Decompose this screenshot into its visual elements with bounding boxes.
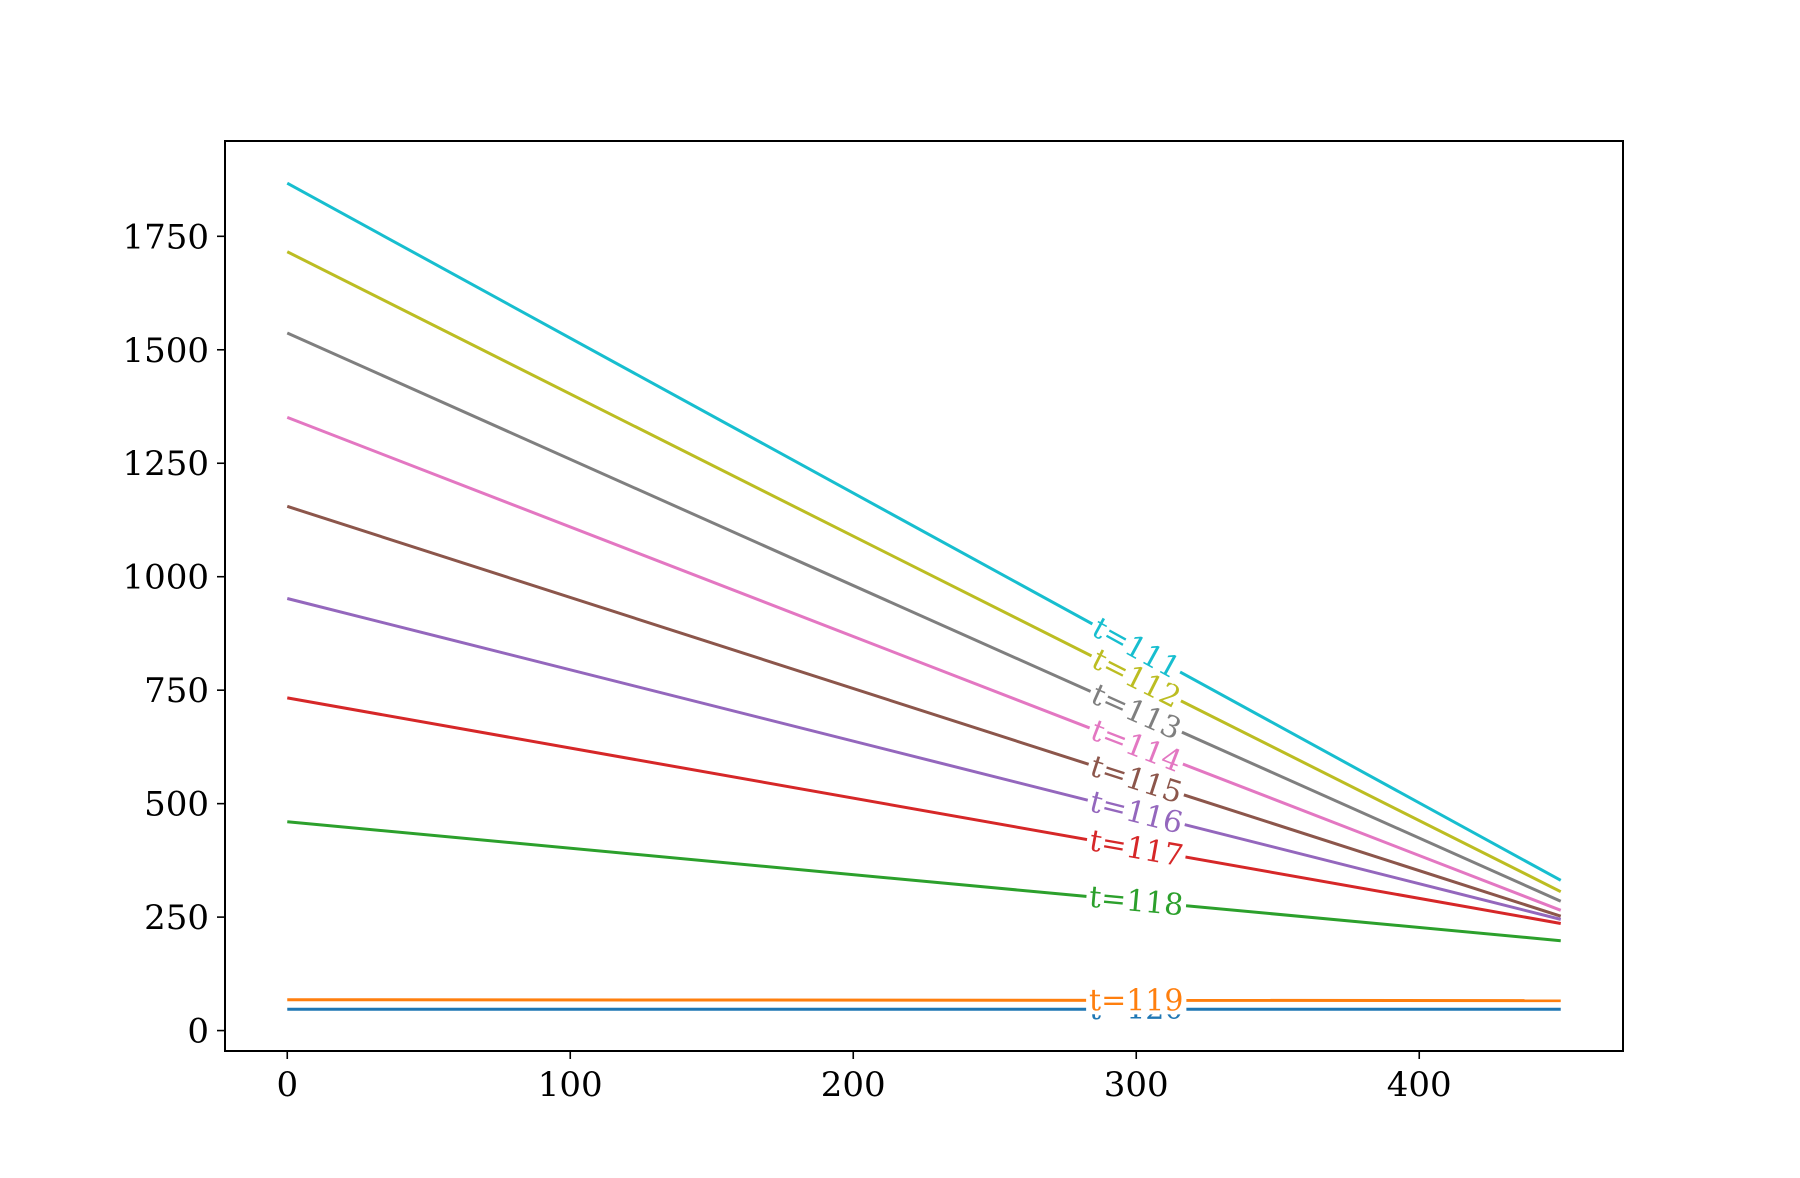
y-axis: 0 250 500 750 1000 1250 1500 1750 bbox=[122, 217, 225, 1052]
line-label-gap bbox=[1084, 678, 1188, 745]
x-tick-label: 200 bbox=[821, 1065, 886, 1105]
y-tick-label: 1750 bbox=[122, 217, 209, 257]
line-label-t=118: t=118 bbox=[1085, 880, 1188, 924]
y-tick-label: 1250 bbox=[122, 444, 209, 484]
y-tick-label: 750 bbox=[144, 671, 209, 711]
y-tick-label: 1000 bbox=[122, 558, 209, 598]
series-line-t=113 bbox=[286, 331, 1562, 903]
series-line-t=116 bbox=[286, 597, 1562, 921]
y-tick-label: 0 bbox=[187, 1012, 209, 1052]
line-label-text: t=119 bbox=[1089, 983, 1183, 1018]
series-line-t=118 bbox=[287, 820, 1561, 943]
line-label-t=119: t=119 bbox=[1086, 983, 1187, 1018]
x-tick-label: 0 bbox=[276, 1065, 298, 1105]
series-line-t=119 bbox=[287, 998, 1561, 1003]
series-line-t=114 bbox=[286, 416, 1562, 912]
y-tick-label: 250 bbox=[144, 898, 209, 938]
series-line-t=111 bbox=[286, 181, 1562, 882]
y-tick-label: 500 bbox=[144, 785, 209, 825]
x-axis: 0 100 200 300 400 bbox=[276, 1051, 1452, 1105]
line-label-gap bbox=[1085, 882, 1188, 920]
x-tick-label: 400 bbox=[1387, 1065, 1452, 1105]
x-tick-label: 100 bbox=[538, 1065, 603, 1105]
plot-frame bbox=[224, 140, 1624, 1052]
series-line-t=112 bbox=[286, 250, 1562, 894]
series-layer bbox=[286, 181, 1562, 1011]
line-label-gap bbox=[1086, 986, 1187, 1015]
line-label-gap bbox=[1085, 611, 1187, 685]
y-tick-label: 1500 bbox=[122, 331, 209, 371]
line-label-gap bbox=[1084, 786, 1189, 839]
line-label-gap bbox=[1084, 825, 1188, 871]
series-line-t=117 bbox=[286, 696, 1562, 925]
line-label-text: t=118 bbox=[1088, 880, 1185, 924]
x-tick-label: 300 bbox=[1104, 1065, 1169, 1105]
line-labels: t=120t=119t=118t=117t=116t=115t=114t=113… bbox=[1084, 610, 1189, 1027]
line-label-gap bbox=[1085, 643, 1188, 714]
line-label-gap bbox=[1084, 750, 1189, 809]
line-label-gap bbox=[1084, 714, 1188, 778]
series-line-t=115 bbox=[286, 504, 1562, 918]
